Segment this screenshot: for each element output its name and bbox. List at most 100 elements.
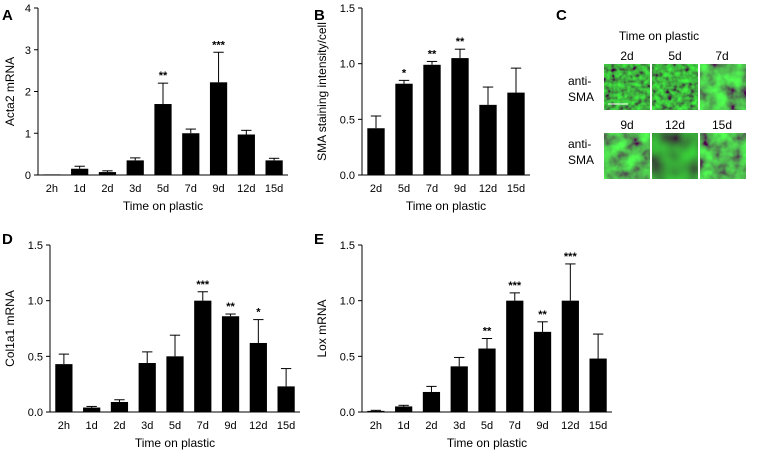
bar: [479, 104, 497, 175]
x-tick-label: 2d: [425, 420, 437, 432]
bar: [237, 134, 255, 175]
bar: [126, 160, 144, 175]
x-tick-label: 9d: [212, 183, 224, 195]
bar: [277, 386, 295, 412]
bar: [367, 410, 385, 412]
y-tick-label: 3: [25, 45, 31, 57]
x-tick-label: 15d: [507, 183, 525, 195]
micrograph-tile-2d: [604, 64, 650, 110]
y-axis-label: Col1a1 mRNA: [3, 290, 17, 367]
y-tick-label: 2: [25, 87, 31, 99]
significance-stars: ***: [508, 280, 522, 292]
bar: [209, 82, 228, 175]
y-tick-label: 1.0: [340, 59, 355, 71]
bar: [221, 316, 240, 412]
micrograph-tile-5d: [652, 64, 698, 110]
panel-a-acta2-chart: A 0 1 2 3 4 Acta2 mRNA 2h 1d 2d 3d 5d ** 7d 9d *** 12d 15…: [2, 3, 288, 213]
bar: [55, 364, 73, 412]
x-tick-label: 5d: [398, 183, 410, 195]
panel-letter: B: [314, 7, 325, 24]
panel-c-micrographs: C Time on plastic anti- SMA anti- SMA 2d…: [556, 7, 746, 179]
bar: [83, 407, 101, 412]
y-axis-label: SMA staining intensity/cell: [315, 22, 329, 161]
x-tick-label: 12d: [479, 183, 497, 195]
bar: [423, 64, 441, 175]
micrograph-title: Time on plastic: [619, 29, 699, 43]
panel-letter: E: [314, 231, 324, 248]
x-tick-label: 2d: [113, 420, 125, 432]
x-axis-label: Time on plastic: [447, 436, 527, 450]
y-tick-label: 1.0: [28, 296, 43, 308]
panel-letter: A: [2, 7, 13, 24]
y-tick-label: 1: [25, 128, 31, 140]
row1-label-line2: SMA: [568, 90, 594, 104]
x-tick-label: 9d: [536, 420, 548, 432]
bar: [166, 356, 184, 412]
panel-letter-c: C: [556, 7, 567, 24]
significance-stars: ***: [196, 279, 210, 291]
x-tick-label: 9d: [454, 183, 466, 195]
bar: [450, 366, 468, 412]
x-tick-label: 2d: [370, 183, 382, 195]
y-tick-label: 0: [25, 170, 31, 182]
x-tick-label: 7d: [197, 420, 209, 432]
x-axis-label: Time on plastic: [123, 199, 203, 213]
y-tick-label: 4: [25, 3, 31, 15]
y-tick-label: 1.0: [340, 296, 355, 308]
bar: [71, 168, 89, 175]
micrograph-col-label: 15d: [712, 118, 732, 132]
bar: [507, 92, 525, 175]
y-tick-label: 0.0: [340, 170, 355, 182]
significance-stars: **: [483, 326, 492, 338]
micrograph-tile-9d: [604, 133, 650, 179]
bar: [589, 358, 607, 412]
x-tick-label: 2d: [101, 183, 113, 195]
x-tick-label: 1d: [86, 420, 98, 432]
x-tick-label: 7d: [426, 183, 438, 195]
x-tick-label: 1d: [398, 420, 410, 432]
micrograph-col-label: 12d: [665, 118, 685, 132]
bar: [367, 128, 385, 175]
bar: [533, 331, 552, 412]
y-tick-label: 0.5: [28, 351, 43, 363]
x-tick-label: 3d: [129, 183, 141, 195]
bar: [249, 342, 267, 412]
bar: [395, 83, 413, 175]
x-tick-label: 12d: [249, 420, 267, 432]
x-tick-label: 9d: [224, 420, 236, 432]
x-axis-label: Time on plastic: [406, 199, 486, 213]
row2-label-line1: anti-: [568, 137, 591, 151]
bar: [422, 391, 441, 412]
y-tick-label: 1.5: [340, 240, 355, 252]
x-tick-label: 5d: [157, 183, 169, 195]
bar: [194, 300, 212, 412]
y-axis-label: Lox mRNA: [315, 299, 329, 357]
x-tick-label: 2h: [58, 420, 70, 432]
significance-stars: **: [538, 309, 547, 321]
y-tick-label: 1.5: [340, 3, 355, 15]
x-tick-label: 12d: [237, 183, 255, 195]
significance-stars: **: [159, 70, 168, 82]
y-tick-label: 0.0: [28, 407, 43, 419]
bar: [182, 133, 200, 175]
x-tick-label: 5d: [481, 420, 493, 432]
micrograph-col-label: 5d: [668, 49, 681, 63]
significance-stars: **: [456, 36, 465, 48]
x-tick-label: 3d: [453, 420, 465, 432]
bar: [561, 300, 579, 412]
bar: [395, 406, 413, 412]
bar: [478, 348, 496, 412]
y-tick-label: 0.0: [340, 407, 355, 419]
panel-b-sma-chart: B 0.0 0.5 1.0 1.5 SMA staining intensity/cell…: [314, 3, 530, 213]
bar: [506, 300, 524, 412]
x-tick-label: 1d: [74, 183, 86, 195]
significance-stars: **: [226, 301, 235, 313]
row2-label-line2: SMA: [568, 153, 594, 167]
significance-stars: *: [402, 67, 407, 79]
bar: [98, 172, 117, 175]
micrograph-col-label: 7d: [715, 49, 728, 63]
x-tick-label: 7d: [509, 420, 521, 432]
significance-stars: ***: [212, 39, 226, 51]
